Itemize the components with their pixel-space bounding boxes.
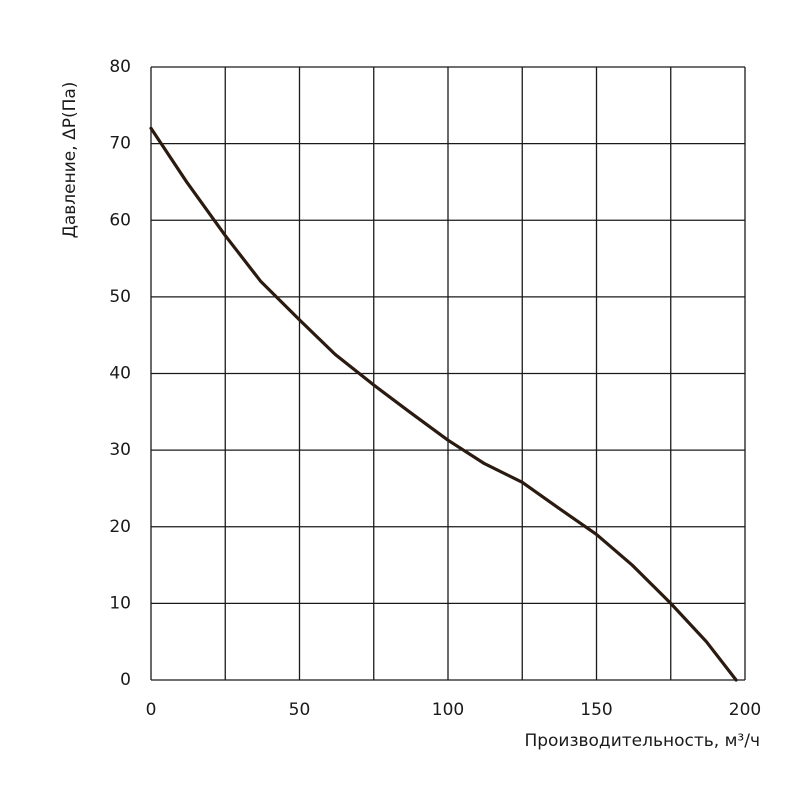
y-tick-label: 20 — [109, 517, 131, 537]
x-tick-label: 50 — [289, 700, 311, 720]
x-axis-label: Производительность, м³/ч — [524, 731, 760, 751]
x-tick-label: 100 — [432, 700, 464, 720]
y-tick-label: 50 — [109, 287, 131, 307]
x-tick-label: 200 — [729, 700, 761, 720]
y-tick-label: 0 — [120, 670, 131, 690]
y-tick-label: 60 — [109, 210, 131, 230]
y-tick-label: 80 — [109, 57, 131, 77]
x-tick-label: 150 — [580, 700, 612, 720]
y-axis-label: Давление, ΔP(Па) — [60, 82, 80, 239]
y-tick-label: 10 — [109, 593, 131, 613]
y-tick-label: 30 — [109, 440, 131, 460]
y-tick-label: 40 — [109, 364, 131, 384]
x-tick-label: 0 — [146, 700, 157, 720]
y-tick-label: 70 — [109, 134, 131, 154]
line-series — [149, 126, 738, 682]
